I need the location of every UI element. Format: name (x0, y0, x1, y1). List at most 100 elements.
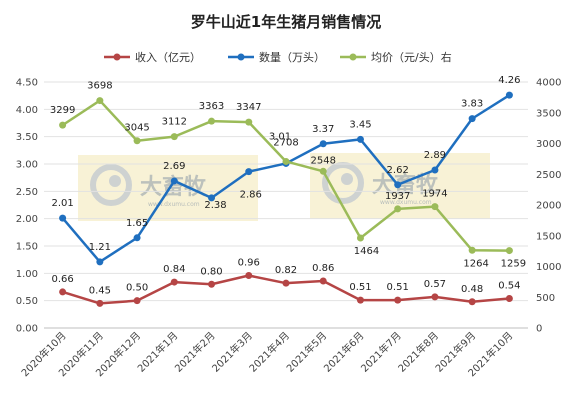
data-label-price: 2548 (311, 155, 336, 166)
data-label-price: 1264 (463, 258, 488, 269)
series-income: 0.66 0.45 0.50 0.84 0.80 0.96 0.82 0.86 0.51 0.51… (51, 258, 521, 307)
data-label-quantity: 3.83 (461, 99, 483, 110)
data-label-price: 3698 (87, 81, 112, 92)
data-label-price: 1259 (501, 259, 526, 270)
data-point-price (394, 205, 402, 213)
data-point-quantity (133, 234, 141, 242)
data-label-price: 2708 (273, 137, 298, 148)
data-label-income: 0.50 (126, 283, 148, 294)
series-price: 3299 3698 3045 3112 3363 3347 2708 2548 1464 1937… (50, 81, 526, 270)
data-point-quantity (208, 194, 216, 202)
left-tick-label: 0.00 (16, 324, 38, 335)
data-label-quantity: 1.21 (89, 242, 111, 253)
data-label-income: 0.96 (238, 258, 260, 269)
left-tick-label: 4.00 (16, 105, 38, 116)
data-point-price (356, 234, 364, 242)
data-label-price: 1464 (354, 246, 379, 257)
data-label-income: 0.57 (424, 279, 446, 290)
data-label-income: 0.86 (312, 263, 334, 274)
data-point-quantity (96, 258, 104, 266)
data-point-income (133, 297, 141, 305)
data-label-income: 0.82 (275, 265, 297, 276)
data-point-quantity (59, 214, 67, 222)
data-label-price: 3112 (162, 117, 187, 128)
left-axis: 0.00 0.50 1.00 1.50 2.00 2.50 3.00 3.50 4.00 4.50 (16, 78, 38, 335)
data-point-price (208, 117, 216, 125)
legend-item-price: 均价（元/头）右 (340, 50, 452, 64)
data-label-price: 3045 (124, 123, 149, 134)
data-point-income (96, 299, 104, 307)
data-point-income (394, 296, 402, 304)
data-label-quantity: 3.45 (349, 119, 371, 130)
left-tick-label: 0.50 (16, 296, 38, 307)
data-point-income (59, 288, 67, 296)
data-label-quantity: 2.38 (204, 200, 226, 211)
left-tick-label: 2.00 (16, 214, 38, 225)
data-point-income (319, 277, 327, 285)
data-point-income (505, 294, 513, 302)
data-label-income: 0.66 (51, 274, 73, 285)
data-point-quantity (394, 181, 402, 189)
left-tick-label: 3.50 (16, 132, 38, 143)
right-axis: 0 500 1000 1500 2000 2500 3000 3500 4000 (536, 78, 561, 335)
data-point-income (208, 280, 216, 288)
legend: 收入（亿元） 数量（万头） 均价（元/头）右 (104, 50, 452, 64)
right-tick-label: 500 (536, 293, 555, 304)
data-point-quantity (356, 135, 364, 143)
data-point-quantity (505, 91, 513, 99)
data-point-income (170, 278, 178, 286)
data-point-price (245, 118, 253, 126)
data-label-price: 1937 (385, 191, 410, 202)
watermark-subtext: www.dxumu.com (380, 199, 432, 206)
data-label-quantity: 2.89 (424, 150, 446, 161)
left-tick-label: 1.50 (16, 242, 38, 253)
data-point-price (170, 133, 178, 141)
watermark-logo-icon (90, 164, 132, 206)
data-label-quantity: 2.69 (163, 161, 185, 172)
legend-label-income: 收入（亿元） (135, 50, 201, 64)
data-label-quantity: 1.65 (126, 218, 148, 229)
chart-title: 罗牛山近1年生猪月销售情况 (191, 13, 381, 31)
data-label-income: 0.45 (89, 285, 111, 296)
right-tick-label: 1000 (536, 262, 561, 273)
data-point-price (59, 121, 67, 129)
data-point-quantity (170, 177, 178, 185)
legend-label-quantity: 数量（万头） (259, 51, 325, 64)
data-label-price: 3363 (199, 101, 224, 112)
legend-label-price: 均价（元/头）右 (371, 50, 452, 64)
data-point-income (356, 296, 364, 304)
data-label-price: 3347 (236, 102, 261, 113)
data-label-quantity: 2.86 (240, 190, 262, 201)
data-point-price (505, 247, 513, 255)
right-tick-label: 3500 (536, 108, 561, 119)
data-point-price (96, 97, 104, 105)
data-point-price (133, 137, 141, 145)
data-label-quantity: 2.01 (51, 198, 73, 209)
left-tick-label: 2.50 (16, 187, 38, 198)
data-label-income: 0.48 (461, 284, 483, 295)
right-tick-label: 1500 (536, 231, 561, 242)
watermark-logo-icon (322, 162, 364, 204)
watermark-text: 大畜牧 (372, 172, 439, 198)
data-label-income: 0.51 (349, 282, 371, 293)
data-label-quantity: 3.01 (269, 131, 291, 142)
watermark-subtext: www.dxumu.com (148, 201, 200, 208)
data-label-income: 0.84 (163, 264, 185, 275)
data-point-quantity (319, 140, 327, 148)
data-point-quantity (468, 115, 476, 123)
legend-item-income: 收入（亿元） (104, 50, 201, 64)
data-label-price: 3299 (50, 105, 75, 116)
data-point-price (319, 167, 327, 175)
data-label-income: 0.80 (200, 266, 222, 277)
data-label-quantity: 3.37 (312, 124, 334, 135)
right-tick-label: 2500 (536, 170, 561, 181)
left-tick-label: 3.00 (16, 160, 38, 171)
right-tick-label: 3000 (536, 139, 561, 150)
left-tick-label: 1.00 (16, 269, 38, 280)
data-label-quantity: 2.62 (387, 165, 409, 176)
data-point-income (282, 279, 290, 287)
data-label-quantity: 4.26 (498, 75, 520, 86)
data-point-income (431, 293, 439, 301)
data-point-price (282, 157, 290, 165)
